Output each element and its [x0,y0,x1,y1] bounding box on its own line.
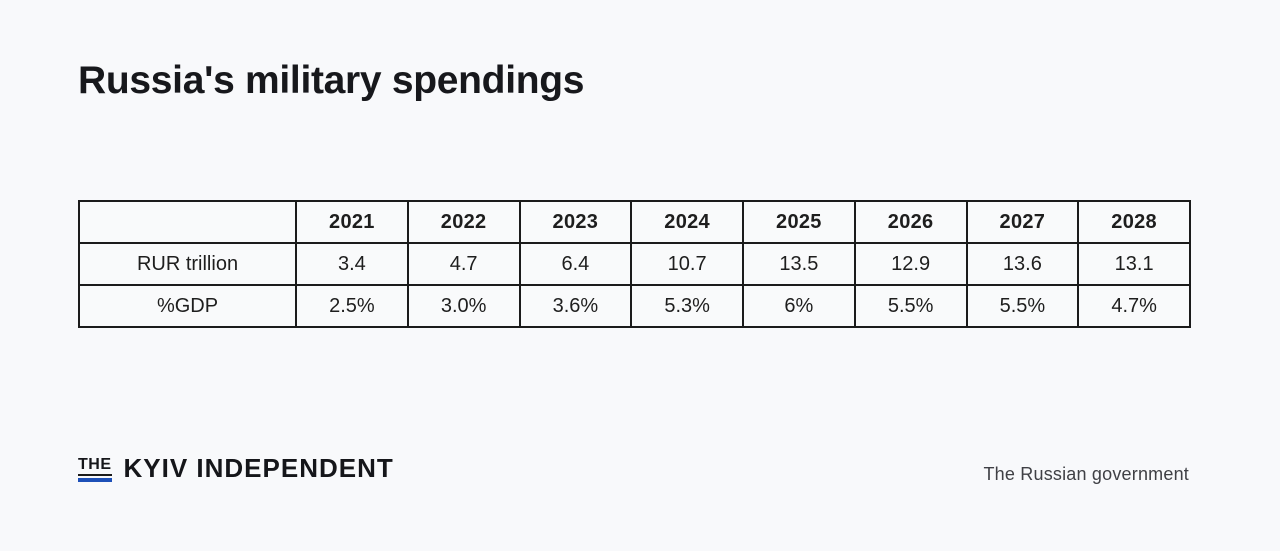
table-cell: 4.7% [1077,284,1191,328]
logo-accent-bar [78,478,112,482]
table-cell: 5.5% [853,284,968,328]
logo-the-text: THE [78,457,112,476]
year-header: 2022 [406,200,521,244]
year-header: 2023 [518,200,633,244]
row-label: RUR trillion [78,242,297,286]
table-cell: 5.5% [965,284,1080,328]
table-cell: 3.6% [518,284,633,328]
year-header: 2026 [853,200,968,244]
year-header: 2021 [295,200,409,244]
table-header-row: 2021 2022 2023 2024 2025 2026 2027 2028 [78,200,1191,244]
year-header: 2025 [742,200,856,244]
table-cell: 6.4 [518,242,633,286]
table-cell: 5.3% [630,284,744,328]
chart-title: Russia's military spendings [78,59,585,102]
year-header: 2024 [630,200,744,244]
logo-the-block: THE [78,457,112,482]
row-label: %GDP [78,284,297,328]
table-cell: 13.1 [1077,242,1191,286]
table-cell: 12.9 [853,242,968,286]
source-attribution: The Russian government [983,464,1189,484]
spending-table: 2021 2022 2023 2024 2025 2026 2027 2028 … [78,200,1191,328]
table-cell: 13.5 [742,242,856,286]
table-cell: 13.6 [965,242,1080,286]
logo-name-text: KYIV INDEPENDENT [123,453,394,483]
kyiv-independent-logo: THE KYIV INDEPENDENT [78,455,394,482]
year-header: 2028 [1077,200,1191,244]
table-cell: 2.5% [295,284,409,328]
table-cell: 6% [742,284,856,328]
table-cell: 10.7 [630,242,744,286]
table-cell: 3.4 [295,242,409,286]
table-cell: 3.0% [406,284,521,328]
table-row-gdp-percent: %GDP 2.5% 3.0% 3.6% 5.3% 6% 5.5% 5.5% 4.… [78,284,1191,328]
year-header: 2027 [965,200,1080,244]
table-cell: 4.7 [406,242,521,286]
corner-cell [78,200,297,244]
table-row-rur-trillion: RUR trillion 3.4 4.7 6.4 10.7 13.5 12.9 … [78,242,1191,286]
